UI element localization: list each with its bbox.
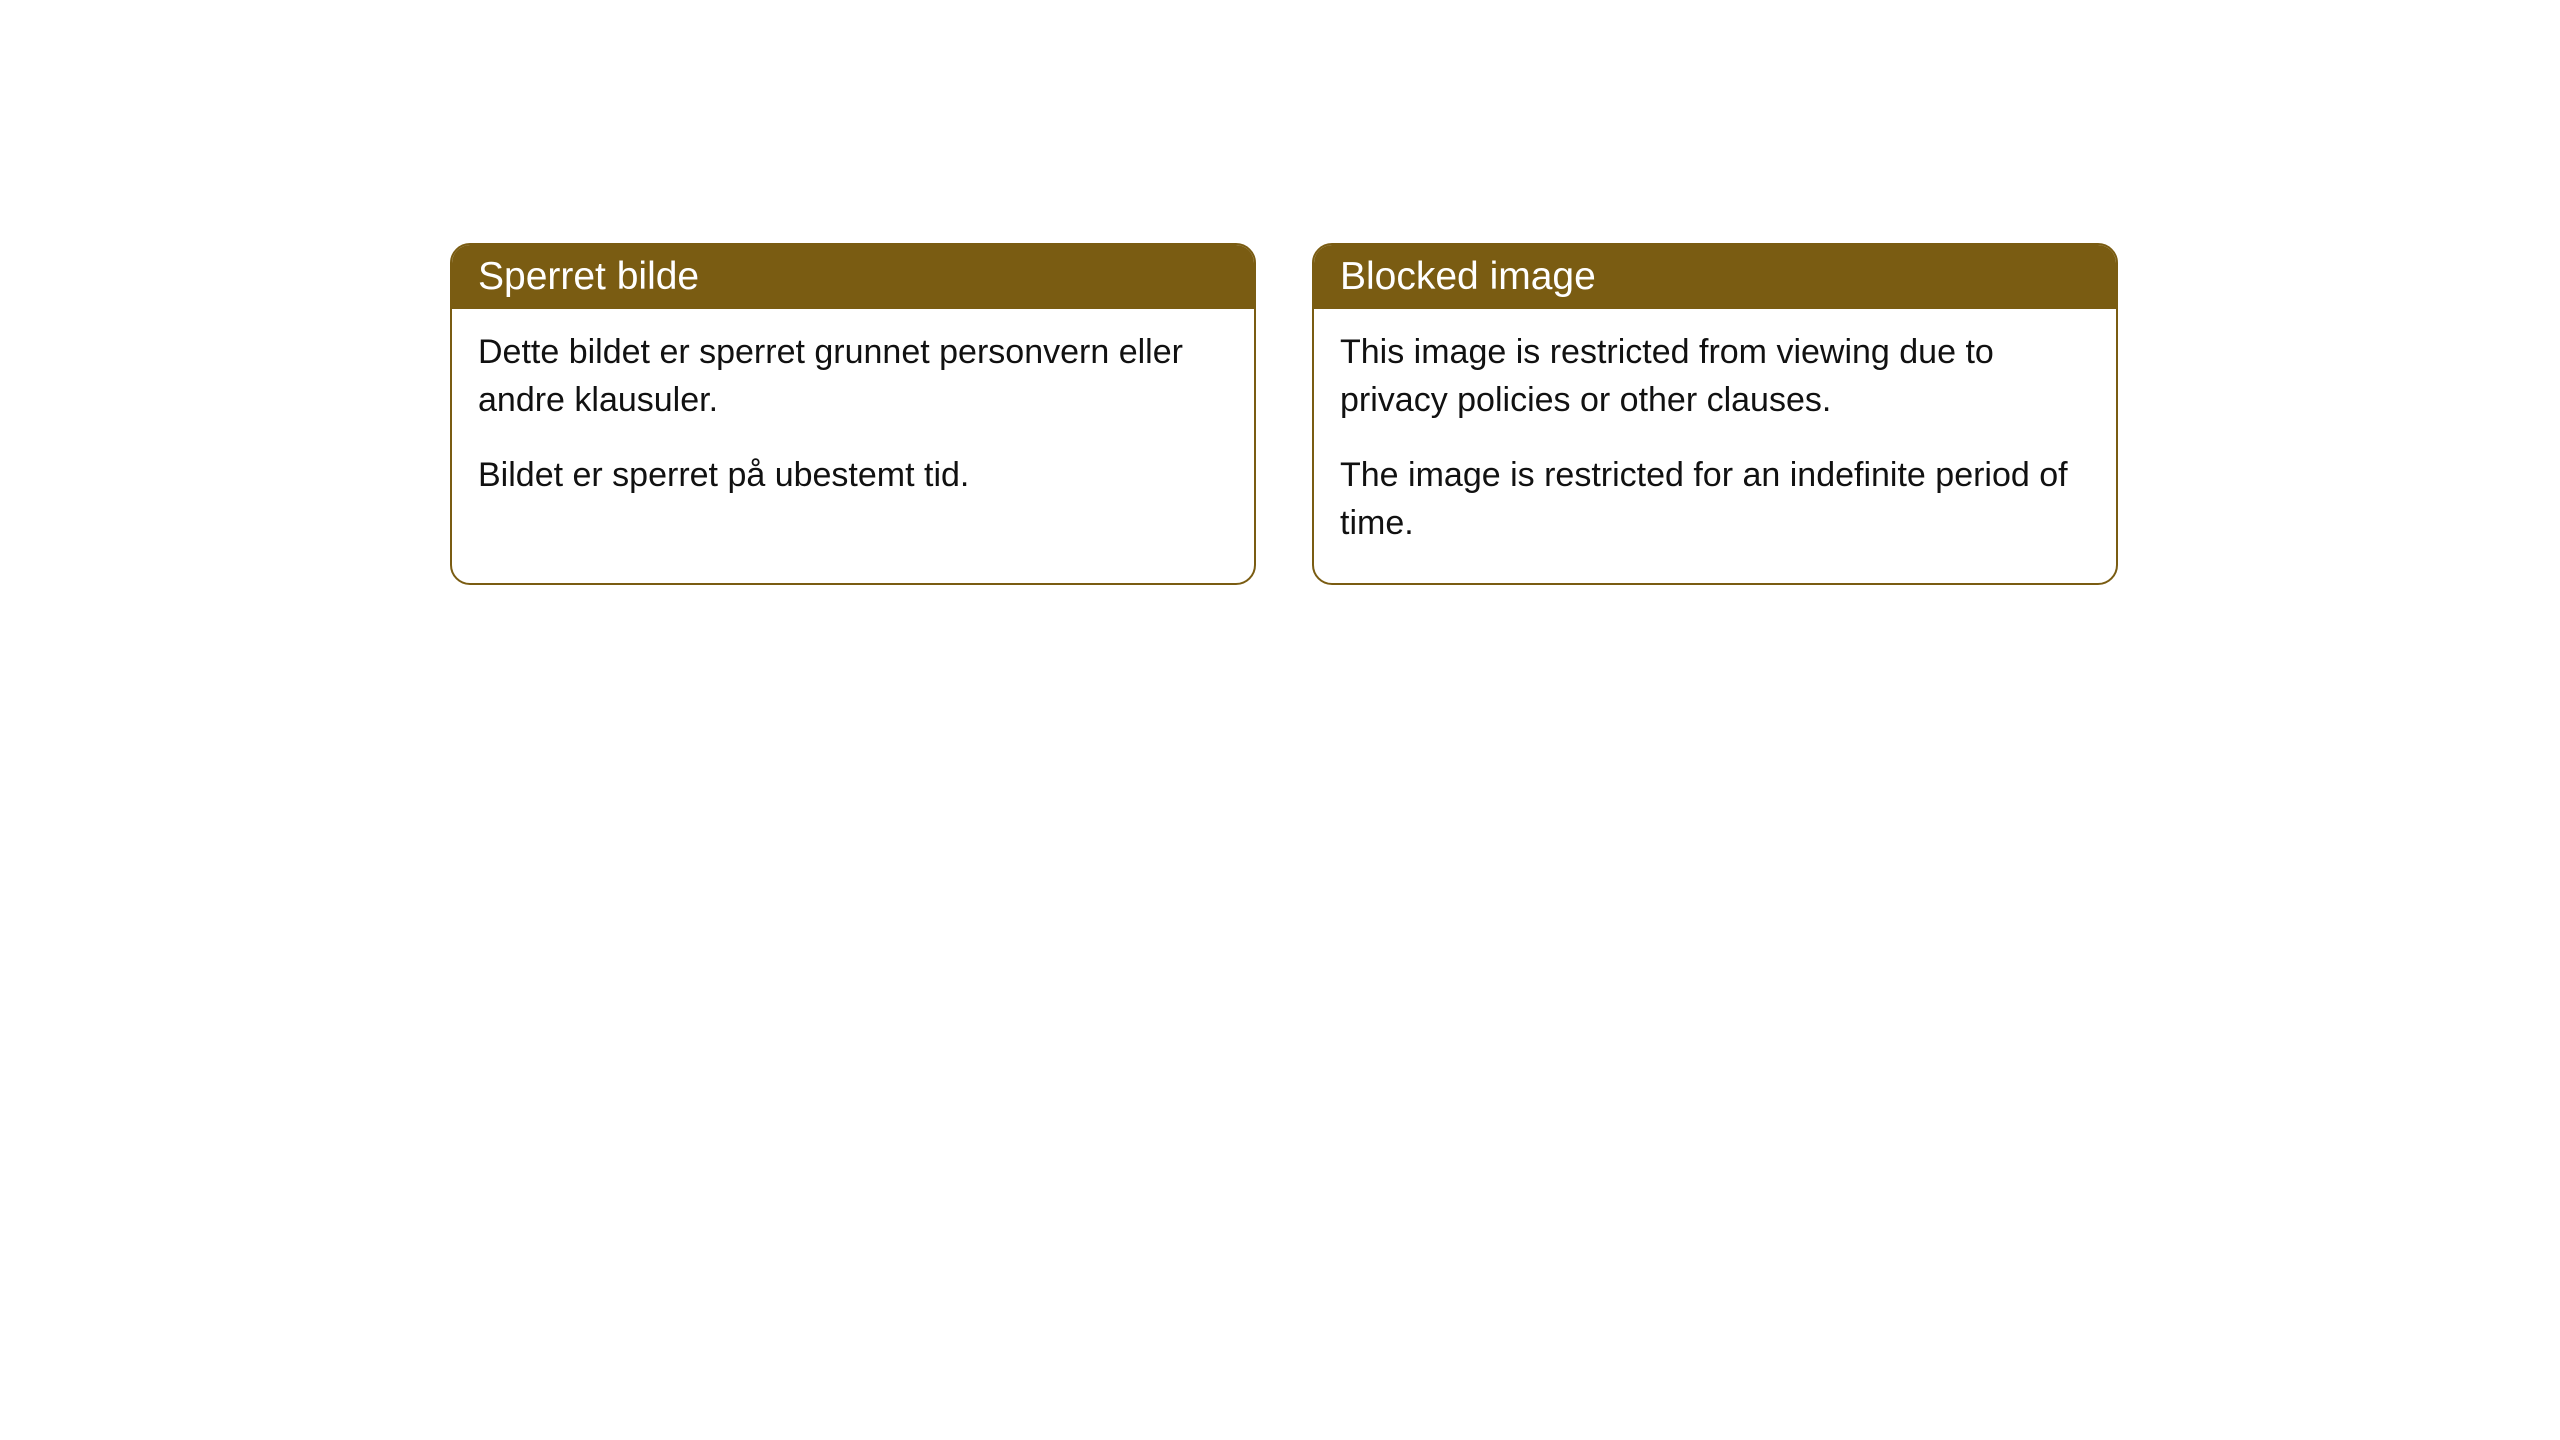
card-header: Sperret bilde (452, 245, 1254, 309)
notice-card-english: Blocked image This image is restricted f… (1312, 243, 2118, 585)
notice-cards-container: Sperret bilde Dette bildet er sperret gr… (450, 243, 2118, 585)
card-title: Sperret bilde (478, 255, 699, 298)
card-body: Dette bildet er sperret grunnet personve… (452, 309, 1254, 536)
card-title: Blocked image (1340, 255, 1596, 298)
card-paragraph: Dette bildet er sperret grunnet personve… (478, 329, 1228, 424)
card-paragraph: This image is restricted from viewing du… (1340, 329, 2090, 424)
card-paragraph: Bildet er sperret på ubestemt tid. (478, 452, 1228, 500)
card-paragraph: The image is restricted for an indefinit… (1340, 452, 2090, 547)
card-header: Blocked image (1314, 245, 2116, 309)
card-body: This image is restricted from viewing du… (1314, 309, 2116, 583)
notice-card-norwegian: Sperret bilde Dette bildet er sperret gr… (450, 243, 1256, 585)
